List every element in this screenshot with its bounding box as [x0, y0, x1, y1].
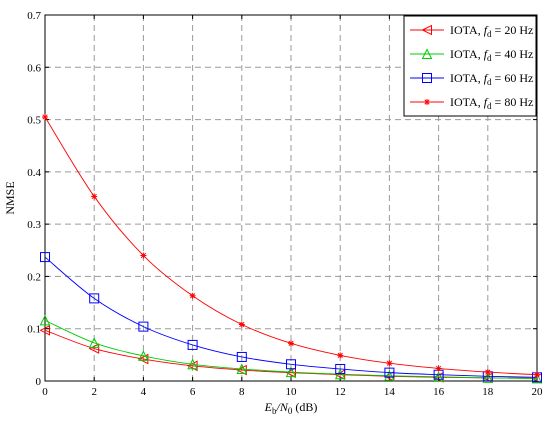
legend-entry-2: IOTA, fd = 60 Hz: [450, 71, 533, 87]
legend-label-1: IOTA, fd = 40 Hz: [450, 47, 533, 63]
x-tick-label: 2: [91, 386, 97, 398]
y-tick-label: 0: [36, 376, 42, 388]
legend: IOTA, fd = 20 Hz IOTA, fd = 40 Hz IOTA, …: [403, 15, 537, 117]
x-tick-label: 6: [190, 386, 196, 398]
series-group: [39, 113, 543, 384]
series-0-point-4: [236, 364, 247, 376]
series-0-point-1: [88, 343, 100, 354]
series-0: [39, 324, 542, 384]
y-tick-label: 0.4: [27, 167, 41, 179]
series-0-point-3: [186, 360, 198, 372]
series-3-point-4: [238, 321, 245, 328]
y-axis-label: NMSE: [3, 181, 17, 214]
series-3: [42, 113, 540, 378]
legend-markers: [410, 24, 444, 105]
legend-label-3: IOTA, fd = 80 Hz: [450, 95, 533, 111]
axis-ticks: 0 2 4 6 8 10 12 14 16 18 20 0 0.1 0.2 0.3 0.4 0.5 0.6 0.7: [27, 10, 543, 398]
series-1-point-4: [236, 363, 248, 374]
legend-marker-2: [422, 73, 432, 83]
x-axis-label: Eb/N0 (dB): [264, 400, 318, 416]
series-1-point-0: [39, 314, 51, 326]
legend-entry-3: IOTA, fd = 80 Hz: [450, 95, 533, 111]
series-line-1: [44, 319, 538, 379]
series-2-point-6: [335, 363, 346, 374]
series-1-point-6: [334, 368, 346, 380]
series-2: [40, 252, 542, 383]
series-1-point-1: [88, 337, 100, 348]
series-2-point-4: [236, 351, 247, 362]
x-tick-label: 20: [532, 386, 544, 398]
x-tick-label: 4: [141, 386, 147, 398]
legend-entry-0: IOTA, fd = 20 Hz: [450, 23, 533, 39]
legend-entry-1: IOTA, fd = 40 Hz: [450, 47, 533, 63]
x-tick-label: 12: [335, 386, 346, 398]
y-tick-label: 0.3: [27, 219, 41, 231]
x-axis-label-tail: (dB): [292, 400, 317, 414]
grid: [45, 15, 537, 381]
legend-marker-0: [421, 24, 432, 36]
series-2-point-7: [384, 367, 395, 378]
series-1-point-7: [384, 370, 395, 381]
y-tick-label: 0.2: [27, 271, 41, 283]
y-tick-label: 0.1: [27, 324, 41, 336]
series-3-point-0: [42, 113, 48, 120]
series-2-point-0: [40, 252, 50, 263]
x-tick-label: 18: [482, 386, 494, 398]
legend-box: [403, 15, 537, 117]
x-tick-label: 16: [433, 386, 445, 398]
y-tick-label: 0.6: [27, 62, 41, 74]
x-axis-label-sub1: b: [272, 406, 277, 416]
series-3-point-5: [288, 340, 294, 347]
series-2-point-3: [187, 339, 198, 350]
series-1-point-5: [285, 366, 297, 378]
series-line-3: [44, 116, 538, 376]
x-axis-label-mid: /N: [276, 400, 289, 414]
x-axis-label-sub2: 0: [288, 406, 293, 416]
series-1-point-2: [138, 350, 149, 361]
series-0-point-0: [39, 324, 50, 336]
series-2-point-2: [138, 321, 149, 332]
series-0-point-2: [137, 353, 149, 365]
series-1: [39, 314, 543, 384]
series-3-point-10: [534, 371, 540, 378]
series-3-point-6: [337, 352, 344, 359]
series-1-point-9: [482, 372, 494, 383]
series-3-point-2: [140, 252, 147, 259]
series-3-point-8: [435, 365, 442, 372]
series-2-point-5: [286, 359, 296, 370]
legend-label-0: IOTA, fd = 20 Hz: [450, 23, 533, 39]
series-1-point-3: [187, 358, 198, 370]
series-1-point-8: [433, 371, 444, 382]
series-3-point-1: [91, 193, 98, 200]
y-tick-label: 0.5: [27, 115, 41, 127]
series-1-point-10: [531, 372, 543, 384]
x-axis-label-main: E: [264, 400, 273, 414]
series-2-point-1: [89, 293, 100, 304]
y-tick-label: 0.7: [27, 10, 41, 22]
x-tick-label: 10: [286, 386, 298, 398]
x-tick-label: 8: [239, 386, 245, 398]
series-line-2: [44, 256, 538, 378]
x-tick-label: 0: [42, 386, 48, 398]
series-3-point-3: [189, 292, 196, 299]
legend-marker-3: [424, 99, 430, 105]
series-3-point-9: [484, 369, 491, 376]
legend-label-2: IOTA, fd = 60 Hz: [450, 71, 533, 87]
series-3-point-7: [386, 360, 393, 367]
x-tick-label: 14: [384, 386, 396, 398]
legend-marker-1: [421, 48, 433, 59]
